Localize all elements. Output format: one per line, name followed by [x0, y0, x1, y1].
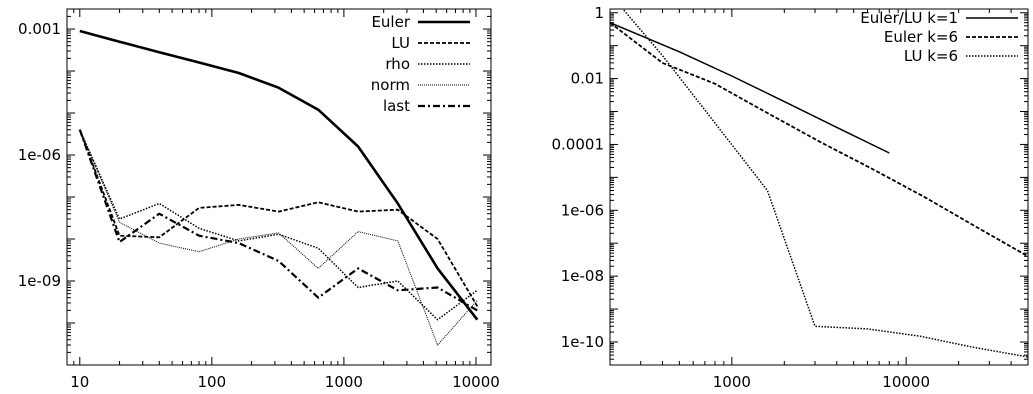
series-line-1 — [79, 29, 479, 321]
y-tick-label: 0.0001 — [552, 135, 605, 153]
series-group — [610, 9, 1028, 358]
x-tick-label: 100 — [198, 373, 227, 391]
y-tick-label: 0.001 — [18, 20, 61, 38]
series-line-3 — [623, 9, 1028, 358]
series-line-1 — [610, 22, 890, 154]
legend-label: Euler/LU k=1 — [860, 9, 958, 27]
series-line-5 — [78, 129, 478, 312]
x-tick-label: 10000 — [882, 373, 930, 391]
series-line-2 — [78, 129, 479, 307]
x-tick-label: 1000 — [325, 373, 363, 391]
y-tick-label: 1e-08 — [561, 267, 604, 285]
series-line-3 — [79, 129, 478, 321]
y-tick-label: 1e-10 — [561, 333, 604, 351]
y-tick-label: 1 — [594, 4, 604, 22]
x-tick-label: 1000 — [713, 373, 751, 391]
x-tick-label: 10000 — [452, 373, 500, 391]
y-tick-label: 1e-06 — [18, 146, 61, 164]
plot-frame — [66, 8, 492, 366]
legend-label: last — [383, 97, 410, 115]
y-tick-label: 1e-06 — [561, 201, 604, 219]
left-chart: 10 100 1000 10000 0.001 1e-06 1e-09 Euler LU rho n… — [18, 8, 500, 391]
legend-label: rho — [385, 55, 410, 73]
legend-label: LU — [391, 34, 410, 52]
x-tick-label: 10 — [70, 373, 89, 391]
series-group — [78, 29, 479, 346]
y-tick-label: 1e-09 — [18, 272, 61, 290]
legend-label: norm — [371, 76, 410, 94]
plot-frame — [609, 8, 1029, 366]
y-tick-label: 0.01 — [571, 70, 604, 88]
legend-label: Euler k=6 — [884, 28, 958, 46]
legend-label: Euler — [371, 13, 410, 31]
series-line-4 — [79, 129, 478, 346]
right-chart: 1000 10000 1 0.01 0.0001 1e-06 1e-08 1e-10 Euler… — [552, 4, 1029, 391]
series-line-2 — [610, 21, 1028, 258]
legend-label: LU k=6 — [904, 47, 958, 65]
